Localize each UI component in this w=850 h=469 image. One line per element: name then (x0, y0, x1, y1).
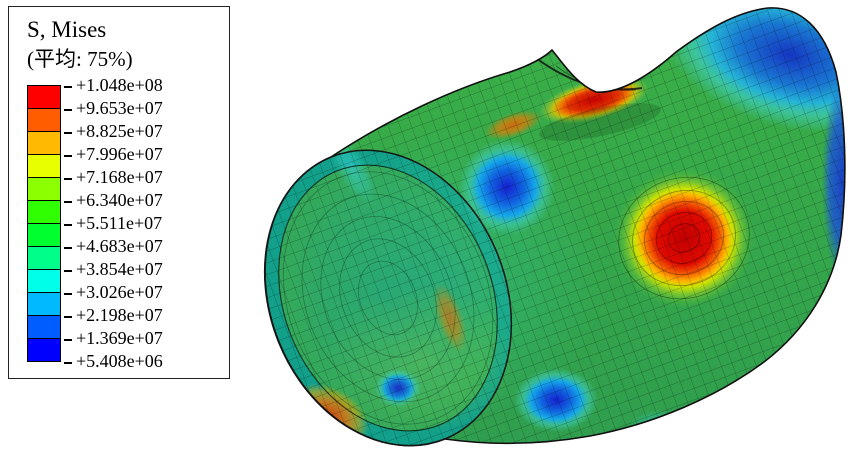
legend-color-cell (27, 315, 61, 339)
legend-tick-label: +7.168e+07 (64, 168, 163, 186)
legend-color-cell (27, 177, 61, 201)
legend-tick-label: +7.996e+07 (64, 145, 163, 163)
legend-color-cell (27, 131, 61, 155)
rim-ring-mesh (282, 171, 494, 425)
legend-tick-label: +8.825e+07 (64, 122, 163, 140)
legend-tick-label: +2.198e+07 (64, 306, 163, 324)
legend: S, Mises (平均: 75%) +1.048e+08 +9.653e+07 (8, 6, 230, 379)
legend-tick-label: +1.048e+08 (64, 76, 163, 94)
legend-tick-label: +5.511e+07 (64, 214, 162, 232)
legend-color-cell (27, 246, 61, 270)
legend-color-cell (27, 269, 61, 293)
legend-color-cell (27, 108, 61, 132)
legend-tick-label: +9.653e+07 (64, 99, 163, 117)
legend-tick-label: +6.340e+07 (64, 191, 163, 209)
cylinder-model (265, 7, 845, 446)
rim-outline (263, 149, 513, 447)
legend-scale: +1.048e+08 +9.653e+07 +8.825e+07 +7.996e… (27, 76, 223, 370)
legend-tick-labels: +1.048e+08 +9.653e+07 +8.825e+07 +7.996e… (64, 76, 223, 370)
legend-color-cell (27, 223, 61, 247)
legend-tick-label: +3.026e+07 (64, 283, 163, 301)
legend-tick-label: +1.369e+07 (64, 329, 163, 347)
legend-tick-label: +4.683e+07 (64, 237, 163, 255)
legend-color-cell (27, 338, 61, 362)
legend-color-cell (27, 85, 61, 109)
legend-color-cell (27, 200, 61, 224)
legend-color-cells (27, 85, 61, 362)
legend-tick-label: +5.408e+06 (64, 352, 163, 370)
legend-color-cell (27, 292, 61, 316)
legend-color-cell (27, 154, 61, 178)
endcap-ring-mesh (618, 176, 750, 300)
legend-title: S, Mises (27, 17, 107, 42)
legend-subtitle: (平均: 75%) (27, 47, 133, 71)
fe-mesh-overlay (265, 7, 845, 446)
legend-tick-label: +3.854e+07 (64, 260, 163, 278)
